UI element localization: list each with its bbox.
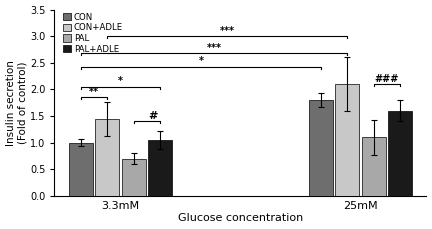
- Text: *: *: [118, 76, 123, 86]
- X-axis label: Glucose concentration: Glucose concentration: [178, 213, 303, 224]
- Text: #: #: [148, 111, 158, 121]
- Text: **: **: [89, 87, 99, 97]
- Text: ***: ***: [220, 26, 235, 36]
- Bar: [388, 111, 412, 196]
- Bar: [122, 158, 146, 196]
- Legend: CON, CON+ADLE, PAL, PAL+ADLE: CON, CON+ADLE, PAL, PAL+ADLE: [63, 12, 124, 54]
- Bar: [362, 137, 385, 196]
- Y-axis label: Insulin secretion
(Fold of control): Insulin secretion (Fold of control): [6, 60, 27, 146]
- Bar: [95, 119, 119, 196]
- Text: *: *: [198, 57, 203, 66]
- Bar: [309, 100, 333, 196]
- Bar: [148, 140, 172, 196]
- Text: ***: ***: [206, 43, 222, 53]
- Bar: [69, 143, 93, 196]
- Bar: [335, 84, 359, 196]
- Text: ###: ###: [375, 74, 399, 84]
